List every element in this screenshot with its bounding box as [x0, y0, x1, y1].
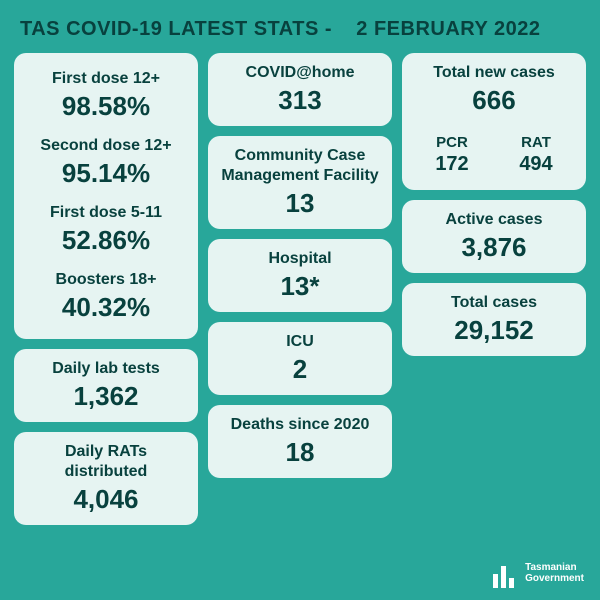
pcr-block: PCR 172	[435, 134, 468, 176]
stat-label: First dose 5-11	[26, 203, 186, 223]
vaccination-card: First dose 12+ 98.58% Second dose 12+ 95…	[14, 53, 198, 339]
stat-label: Deaths since 2020	[216, 415, 384, 435]
stat-value: 29,152	[410, 315, 578, 346]
stat-label: Second dose 12+	[26, 136, 186, 156]
stat-value: 2	[216, 354, 384, 385]
header: TAS COVID-19 LATEST STATS - 2 FEBRUARY 2…	[14, 14, 586, 53]
stat-label: Daily lab tests	[22, 359, 190, 379]
stat-label: COVID@home	[216, 63, 384, 83]
active-cases-card: Active cases 3,876	[402, 200, 586, 273]
header-title: TAS COVID-19 LATEST STATS -	[20, 18, 332, 40]
vacc-row: Second dose 12+ 95.14%	[22, 130, 190, 195]
stat-value: 1,362	[22, 381, 190, 412]
breakdown-value: 172	[435, 153, 468, 176]
stat-label: Total cases	[410, 293, 578, 313]
stat-label: Boosters 18+	[26, 270, 186, 290]
stat-value: 666	[410, 85, 578, 116]
new-cases-breakdown: PCR 172 RAT 494	[410, 134, 578, 176]
stat-value: 98.58%	[26, 91, 186, 122]
rats-card: Daily RATs distributed 4,046	[14, 432, 198, 525]
vacc-row: First dose 5-11 52.86%	[22, 197, 190, 262]
breakdown-label: RAT	[519, 134, 552, 151]
deaths-card: Deaths since 2020 18	[208, 405, 392, 478]
breakdown-label: PCR	[435, 134, 468, 151]
stat-value: 13*	[216, 271, 384, 302]
stat-label: Active cases	[410, 210, 578, 230]
icu-card: ICU 2	[208, 322, 392, 395]
middle-column: COVID@home 313 Community Case Management…	[208, 53, 392, 478]
vacc-row: Boosters 18+ 40.32%	[22, 264, 190, 329]
total-cases-card: Total cases 29,152	[402, 283, 586, 356]
breakdown-value: 494	[519, 153, 552, 176]
rat-block: RAT 494	[519, 134, 552, 176]
stat-value: 52.86%	[26, 225, 186, 256]
ccmf-card: Community Case Management Facility 13	[208, 136, 392, 229]
gov-logo-icon	[489, 558, 519, 588]
stat-value: 4,046	[22, 484, 190, 515]
stat-label: Community Case Management Facility	[216, 146, 384, 186]
header-date: 2 FEBRUARY 2022	[356, 18, 540, 40]
stat-label: Daily RATs distributed	[22, 442, 190, 482]
footer-logo: Tasmanian Government	[489, 558, 584, 588]
footer-text: Tasmanian Government	[525, 562, 584, 584]
stat-value: 313	[216, 85, 384, 116]
infographic-container: TAS COVID-19 LATEST STATS - 2 FEBRUARY 2…	[0, 0, 600, 600]
lab-tests-card: Daily lab tests 1,362	[14, 349, 198, 422]
left-column: First dose 12+ 98.58% Second dose 12+ 95…	[14, 53, 198, 525]
hospital-card: Hospital 13*	[208, 239, 392, 312]
right-column: Total new cases 666 PCR 172 RAT 494 Acti…	[402, 53, 586, 356]
stat-value: 40.32%	[26, 292, 186, 323]
stats-grid: First dose 12+ 98.58% Second dose 12+ 95…	[14, 53, 586, 525]
stat-label: First dose 12+	[26, 69, 186, 89]
covid-home-card: COVID@home 313	[208, 53, 392, 126]
stat-value: 18	[216, 437, 384, 468]
stat-label: ICU	[216, 332, 384, 352]
vacc-row: First dose 12+ 98.58%	[22, 63, 190, 128]
stat-value: 95.14%	[26, 158, 186, 189]
stat-label: Hospital	[216, 249, 384, 269]
stat-value: 13	[216, 188, 384, 219]
stat-label: Total new cases	[410, 63, 578, 83]
new-cases-card: Total new cases 666 PCR 172 RAT 494	[402, 53, 586, 190]
stat-value: 3,876	[410, 232, 578, 263]
